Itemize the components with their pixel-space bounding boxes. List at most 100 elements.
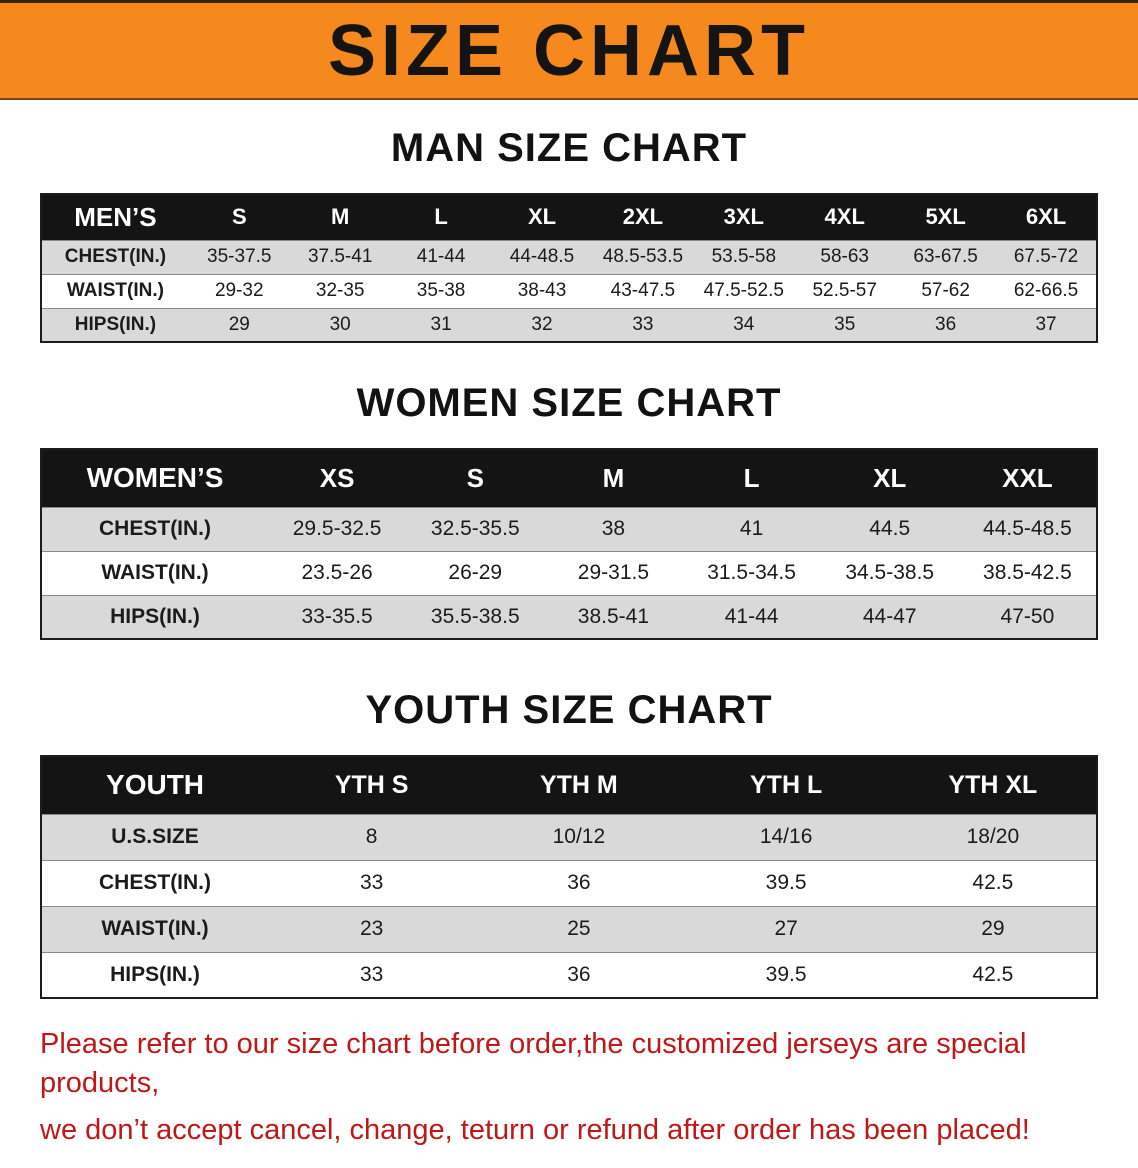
value-cell: 37 xyxy=(996,308,1097,342)
value-cell: 23 xyxy=(268,906,476,952)
value-cell: 42.5 xyxy=(889,952,1097,998)
value-cell: 33 xyxy=(268,952,476,998)
value-cell: 41-44 xyxy=(390,240,492,274)
row-label-cell: HIPS(IN.) xyxy=(41,308,189,342)
size-header-cell: YTH L xyxy=(682,756,890,814)
value-cell: 32 xyxy=(491,308,593,342)
women-section-heading: WOMEN SIZE CHART xyxy=(356,381,782,425)
disclaimer-line-2: we don’t accept cancel, change, teturn o… xyxy=(40,1114,1030,1147)
value-cell: 57-62 xyxy=(895,274,997,308)
value-cell: 35-37.5 xyxy=(188,240,290,274)
value-cell: 48.5-53.5 xyxy=(592,240,694,274)
row-label-cell: CHEST(IN.) xyxy=(41,860,269,906)
value-cell: 29 xyxy=(889,906,1097,952)
size-header-cell: L xyxy=(390,194,492,240)
value-cell: 31.5-34.5 xyxy=(682,551,821,595)
value-cell: 52.5-57 xyxy=(794,274,896,308)
size-header-cell: M xyxy=(289,194,391,240)
value-cell: 63-67.5 xyxy=(895,240,997,274)
size-header-cell: M xyxy=(544,449,683,507)
value-cell: 38.5-42.5 xyxy=(958,551,1097,595)
value-cell: 32-35 xyxy=(289,274,391,308)
women-size-table: WOMEN’S XS S M L XL XXL CHEST(IN.) 29.5-32.5 32.5… xyxy=(40,448,1098,640)
table-title-cell: YOUTH xyxy=(41,756,269,814)
value-cell: 8 xyxy=(268,814,476,860)
value-cell: 29 xyxy=(188,308,290,342)
value-cell: 41 xyxy=(682,507,821,551)
value-cell: 35 xyxy=(794,308,896,342)
value-cell: 43-47.5 xyxy=(592,274,694,308)
size-header-cell: XL xyxy=(820,449,959,507)
value-cell: 34.5-38.5 xyxy=(820,551,959,595)
youth-size-table: YOUTH YTH S YTH M YTH L YTH XL U.S.SIZE 8 10/12… xyxy=(40,755,1098,999)
value-cell: 42.5 xyxy=(889,860,1097,906)
value-cell: 14/16 xyxy=(682,814,890,860)
value-cell: 44.5 xyxy=(820,507,959,551)
table-row: CHEST(IN.) 29.5-32.5 32.5-35.5 38 41 44.5 44.5… xyxy=(41,507,1097,551)
men-section-heading: MAN SIZE CHART xyxy=(390,126,748,170)
women-size-section: WOMEN SIZE CHART WOMEN’S XS S M L XL XXL CHEST(… xyxy=(0,381,1138,640)
size-header-cell: 2XL xyxy=(592,194,694,240)
table-row: U.S.SIZE 8 10/12 14/16 18/20 xyxy=(41,814,1097,860)
table-header-row: MEN’S S M L XL 2XL 3XL 4XL 5XL 6XL xyxy=(41,194,1097,240)
size-header-cell: L xyxy=(682,449,821,507)
size-header-cell: 5XL xyxy=(895,194,997,240)
value-cell: 67.5-72 xyxy=(996,240,1097,274)
value-cell: 35.5-38.5 xyxy=(406,595,545,639)
value-cell: 18/20 xyxy=(889,814,1097,860)
table-title-cell: MEN’S xyxy=(41,194,189,240)
table-row: CHEST(IN.) 33 36 39.5 42.5 xyxy=(41,860,1097,906)
value-cell: 38-43 xyxy=(491,274,593,308)
size-header-cell: XL xyxy=(491,194,593,240)
value-cell: 36 xyxy=(895,308,997,342)
size-header-cell: YTH XL xyxy=(889,756,1097,814)
page-title: SIZE CHART xyxy=(328,10,810,91)
table-title-cell: WOMEN’S xyxy=(41,449,269,507)
value-cell: 31 xyxy=(390,308,492,342)
value-cell: 44-47 xyxy=(820,595,959,639)
table-row: HIPS(IN.) 33-35.5 35.5-38.5 38.5-41 41-44 44-… xyxy=(41,595,1097,639)
value-cell: 29.5-32.5 xyxy=(268,507,407,551)
value-cell: 26-29 xyxy=(406,551,545,595)
row-label-cell: U.S.SIZE xyxy=(41,814,269,860)
table-header-row: YOUTH YTH S YTH M YTH L YTH XL xyxy=(41,756,1097,814)
value-cell: 25 xyxy=(475,906,683,952)
youth-section-heading: YOUTH SIZE CHART xyxy=(365,688,773,732)
value-cell: 29-32 xyxy=(188,274,290,308)
size-header-cell: 3XL xyxy=(693,194,795,240)
value-cell: 62-66.5 xyxy=(996,274,1097,308)
value-cell: 47.5-52.5 xyxy=(693,274,795,308)
value-cell: 23.5-26 xyxy=(268,551,407,595)
row-label-cell: HIPS(IN.) xyxy=(41,952,269,998)
size-header-cell: S xyxy=(188,194,290,240)
value-cell: 32.5-35.5 xyxy=(406,507,545,551)
table-row: CHEST(IN.) 35-37.5 37.5-41 41-44 44-48.5 48.5… xyxy=(41,240,1097,274)
value-cell: 29-31.5 xyxy=(544,551,683,595)
value-cell: 10/12 xyxy=(475,814,683,860)
value-cell: 38.5-41 xyxy=(544,595,683,639)
youth-size-section: YOUTH SIZE CHART YOUTH YTH S YTH M YTH L YTH… xyxy=(0,688,1138,999)
value-cell: 47-50 xyxy=(958,595,1097,639)
table-row: WAIST(IN.) 23.5-26 26-29 29-31.5 31.5-34.5 34… xyxy=(41,551,1097,595)
value-cell: 58-63 xyxy=(794,240,896,274)
men-size-section: MAN SIZE CHART MEN’S S M L XL 2XL 3XL 4XL 5XL 6XL… xyxy=(0,126,1138,343)
value-cell: 30 xyxy=(289,308,391,342)
value-cell: 35-38 xyxy=(390,274,492,308)
table-row: HIPS(IN.) 29 30 31 32 33 34 35 36 37 xyxy=(41,308,1097,342)
banner: SIZE CHART xyxy=(0,0,1138,100)
row-label-cell: HIPS(IN.) xyxy=(41,595,269,639)
value-cell: 38 xyxy=(544,507,683,551)
men-size-table: MEN’S S M L XL 2XL 3XL 4XL 5XL 6XL CHEST(IN.) 35-37… xyxy=(40,193,1098,343)
value-cell: 39.5 xyxy=(682,860,890,906)
table-row: WAIST(IN.) 29-32 32-35 35-38 38-43 43-47.5 47.… xyxy=(41,274,1097,308)
value-cell: 27 xyxy=(682,906,890,952)
size-header-cell: XS xyxy=(268,449,407,507)
value-cell: 39.5 xyxy=(682,952,890,998)
size-header-cell: YTH S xyxy=(268,756,476,814)
row-label-cell: WAIST(IN.) xyxy=(41,906,269,952)
table-header-row: WOMEN’S XS S M L XL XXL xyxy=(41,449,1097,507)
value-cell: 34 xyxy=(693,308,795,342)
table-row: HIPS(IN.) 33 36 39.5 42.5 xyxy=(41,952,1097,998)
size-header-cell: YTH M xyxy=(475,756,683,814)
